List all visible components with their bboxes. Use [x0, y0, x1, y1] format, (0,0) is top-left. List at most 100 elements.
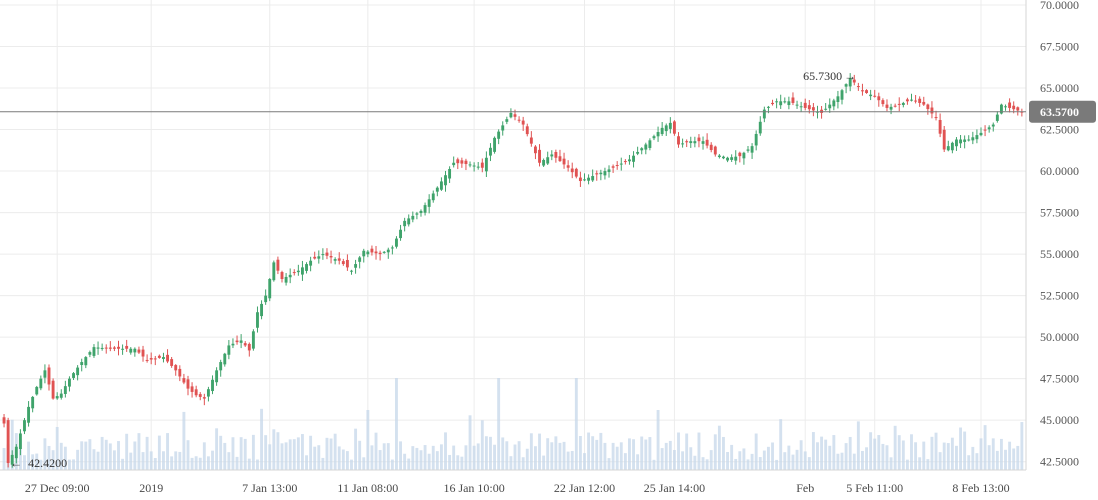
volume-bar [321, 457, 325, 470]
volume-bar [198, 457, 202, 470]
candle-body [51, 380, 55, 399]
volume-bar [820, 436, 824, 470]
candle-body [787, 101, 791, 106]
volume-bar [787, 445, 791, 470]
volume-bar [881, 443, 885, 470]
volume-bar [967, 455, 971, 470]
candle-body [762, 109, 766, 119]
volume-bar [354, 428, 358, 470]
candle-body [419, 210, 423, 214]
candle-body [611, 166, 615, 168]
candle-body [35, 386, 39, 395]
volume-bar [476, 443, 480, 470]
candle-body [566, 165, 570, 168]
candle-body [476, 166, 480, 168]
volume-bar [403, 453, 407, 470]
volume-bar [918, 457, 922, 470]
candle-body [652, 136, 656, 139]
candle-body [995, 114, 999, 121]
volume-bar [632, 439, 635, 470]
candle-body [407, 218, 411, 225]
candle-body [411, 215, 415, 220]
candle-body [521, 120, 525, 125]
price-tick-label: 45.0000 [1040, 413, 1079, 427]
volume-bar [108, 443, 112, 470]
volume-bar [88, 439, 92, 470]
time-tick-label: 27 Dec 09:00 [25, 481, 90, 495]
volume-bar [836, 453, 840, 470]
candle-body [558, 156, 562, 162]
volume-bar [166, 433, 169, 470]
volume-bar [525, 448, 529, 470]
volume-bar [2, 448, 6, 470]
volume-bar [574, 378, 578, 470]
volume-bar [775, 459, 779, 470]
volume-bar [272, 429, 276, 470]
volume-bar [125, 433, 129, 470]
candle-body [578, 177, 582, 182]
candle-body [337, 258, 341, 261]
candle-body [783, 101, 787, 103]
candle-body [587, 177, 591, 181]
candle-body [975, 135, 979, 140]
volume-bar [615, 446, 619, 470]
volume-bar [247, 458, 251, 470]
candle-body [591, 176, 595, 181]
candle-body [145, 359, 149, 361]
volume-bar [366, 410, 370, 470]
candle-body [971, 137, 975, 141]
candle-body [435, 187, 439, 192]
candle-body [55, 396, 59, 399]
candle-body [358, 257, 362, 262]
candle-body [227, 345, 231, 355]
candle-body [162, 357, 165, 359]
candle-body [538, 149, 541, 163]
volume-bar [10, 419, 14, 470]
volume-bar [243, 438, 247, 470]
volume-bar [256, 459, 259, 470]
volume-bar [35, 453, 39, 470]
volume-bar [905, 459, 909, 470]
volume-bar [668, 440, 672, 470]
volume-bar [873, 438, 877, 470]
volume-bar [538, 433, 541, 470]
volume-bar [636, 454, 640, 470]
candle-body [632, 155, 635, 162]
candle-body [59, 393, 63, 398]
candle-body [190, 386, 194, 392]
candle-body [27, 406, 31, 423]
candle-body [149, 358, 153, 360]
volume-bar [926, 459, 930, 470]
volume-bar [975, 453, 979, 470]
volume-bar [468, 415, 472, 470]
candle-body [133, 348, 137, 353]
time-tick-label: 16 Jan 10:00 [443, 481, 504, 495]
price-axis[interactable]: 70.0000 67.5000 65.0000 62.5000 60.0000 57.50… [1040, 0, 1079, 469]
volume-bar [848, 436, 852, 470]
volume-bar [407, 458, 411, 470]
volume-bar [685, 433, 689, 470]
volume-bar [129, 452, 133, 470]
volume-bar [202, 442, 206, 470]
volume-bar [546, 438, 550, 470]
volume-bar [251, 434, 255, 470]
volume-bar [922, 441, 926, 470]
candle-body [472, 165, 476, 167]
volume-bar [264, 435, 268, 470]
price-tick-label: 55.0000 [1040, 247, 1079, 261]
volume-bar [697, 432, 701, 470]
volume-bar [656, 410, 660, 470]
candle-body [206, 389, 210, 397]
volume-bar [999, 438, 1003, 470]
time-axis[interactable]: 27 Dec 09:00 2019 7 Jan 13:00 11 Jan 08:00 1… [25, 481, 1010, 495]
volume-bar [562, 441, 566, 470]
volume-bar [472, 445, 476, 470]
candle-body [288, 274, 292, 278]
candle-body [43, 370, 47, 378]
candle-body [63, 386, 67, 394]
volume-bar [513, 444, 517, 470]
candle-body [88, 352, 92, 355]
candle-body [104, 347, 108, 349]
volume-bar [439, 444, 443, 470]
